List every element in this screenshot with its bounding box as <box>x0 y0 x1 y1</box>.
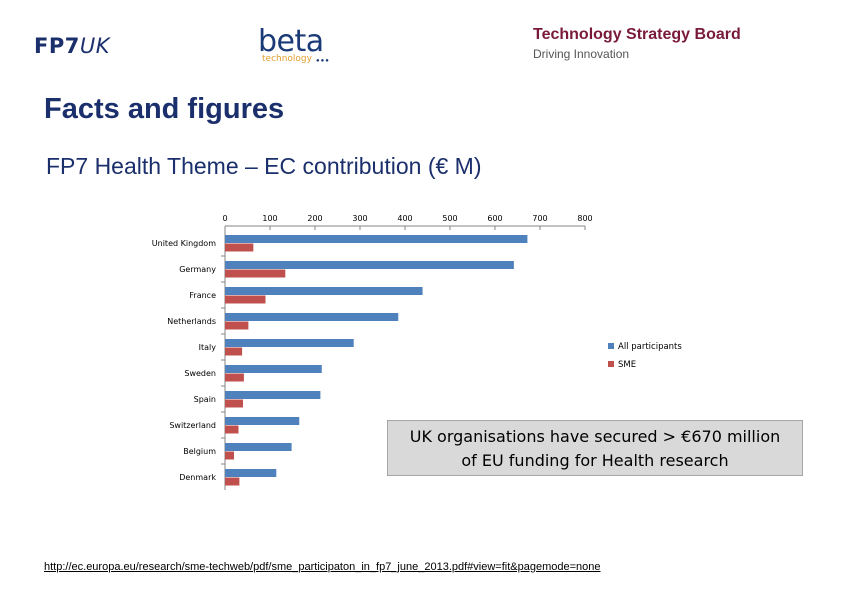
bar-sme <box>225 373 244 382</box>
bar-all-participants <box>225 469 277 477</box>
legend-label: SME <box>618 360 636 370</box>
bar-all-participants <box>225 365 322 373</box>
category-label: Netherlands <box>167 317 216 326</box>
category-label: United Kingdom <box>152 239 216 248</box>
category-label: Italy <box>199 343 217 352</box>
bar-sme <box>225 295 266 304</box>
bar-sme <box>225 451 234 460</box>
x-tick-label: 200 <box>307 214 322 223</box>
legend-label: All participants <box>618 342 682 352</box>
bar-sme <box>225 243 254 252</box>
category-label: France <box>189 291 216 300</box>
bar-all-participants <box>225 391 321 399</box>
beta-logo-subtitle: technology <box>262 54 312 64</box>
category-label: Belgium <box>183 447 216 456</box>
bar-sme <box>225 347 243 356</box>
x-tick-label: 100 <box>262 214 277 223</box>
category-label: Spain <box>194 395 216 404</box>
legend-swatch <box>608 343 614 349</box>
tsb-title: Technology Strategy Board <box>533 26 741 43</box>
category-label: Denmark <box>179 473 216 482</box>
callout-line-1: UK organisations have secured > €670 mil… <box>409 427 781 446</box>
x-tick-label: 300 <box>352 214 367 223</box>
bar-all-participants <box>225 287 423 295</box>
beta-logo-dots: ●●● <box>316 58 330 64</box>
x-tick-label: 400 <box>397 214 412 223</box>
bar-sme <box>225 425 239 434</box>
callout-box: UK organisations have secured > €670 mil… <box>387 420 803 476</box>
x-tick-label: 500 <box>442 214 457 223</box>
chart-title: FP7 Health Theme – EC contribution (€ M) <box>46 153 482 179</box>
x-tick-label: 800 <box>577 214 592 223</box>
category-label: Germany <box>179 265 216 274</box>
x-tick-label: 600 <box>487 214 502 223</box>
category-label: Sweden <box>184 369 216 378</box>
source-link[interactable]: http://ec.europa.eu/research/sme-techweb… <box>44 561 601 573</box>
bar-sme <box>225 269 286 278</box>
callout-line-2: of EU funding for Health research <box>461 451 729 470</box>
category-label: Switzerland <box>169 421 216 430</box>
bar-all-participants <box>225 443 292 451</box>
bar-sme <box>225 321 249 330</box>
bar-all-participants <box>225 339 354 347</box>
legend-swatch <box>608 361 614 367</box>
x-tick-label: 700 <box>532 214 547 223</box>
bar-sme <box>225 477 240 486</box>
bar-all-participants <box>225 417 300 425</box>
bar-all-participants <box>225 261 514 269</box>
beta-logo-word: beta <box>258 24 324 59</box>
fp7uk-logo: FP7UK <box>34 34 111 58</box>
bar-all-participants <box>225 235 528 243</box>
beta-technology-logo: beta technology ●●● <box>258 24 338 68</box>
bar-sme <box>225 399 243 408</box>
tsb-subtitle: Driving Innovation <box>533 47 630 61</box>
page-title: Facts and figures <box>44 93 285 125</box>
bar-all-participants <box>225 313 399 321</box>
x-tick-label: 0 <box>222 214 227 223</box>
